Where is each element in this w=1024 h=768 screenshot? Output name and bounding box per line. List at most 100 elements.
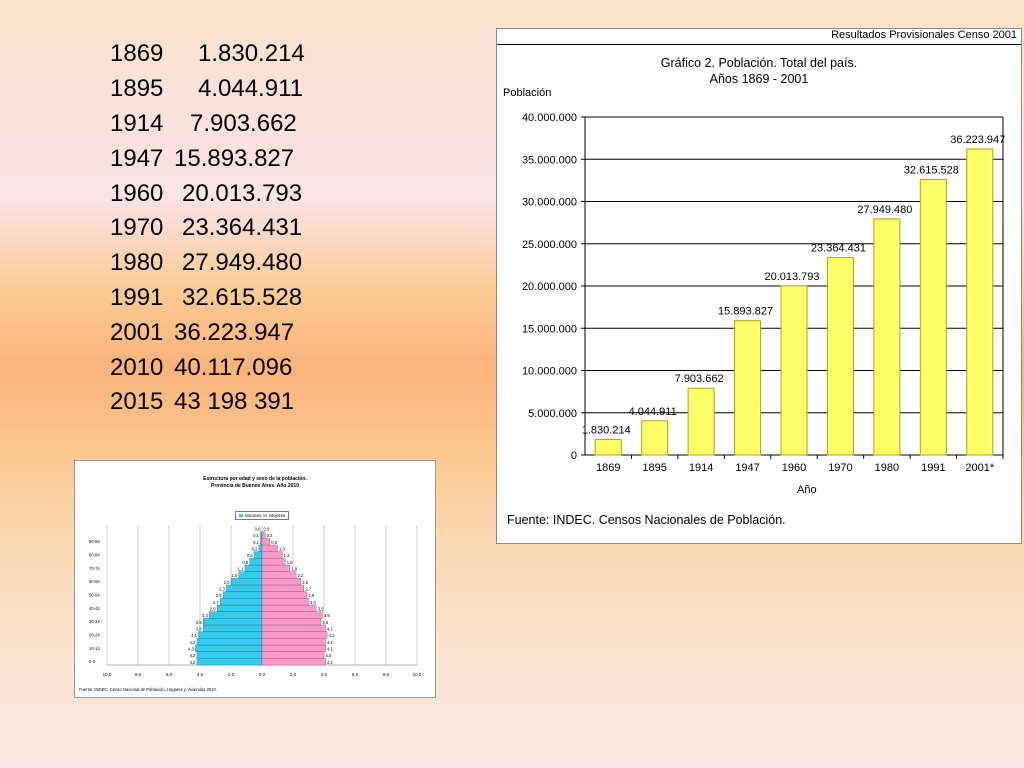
population-row: 1991 32.615.528 xyxy=(110,281,305,316)
bar xyxy=(780,285,808,456)
pyramid-value-varones: 3,8 xyxy=(196,626,202,631)
age-group-label: 70-74 xyxy=(89,566,100,571)
pyramid-value-varones: 4,2 xyxy=(190,653,196,658)
x-tick-label: 8,0 xyxy=(383,672,390,677)
age-group-label: 30-34 xyxy=(89,619,100,624)
pyramid-value-varones: 2,3 xyxy=(219,586,225,591)
population-value: 40.117.096 xyxy=(174,353,293,381)
population-table: 1869 1.830.214 1895 4.044.911 1914 7.903.662 1… xyxy=(110,37,305,420)
population-value: 4.044.911 xyxy=(198,75,303,103)
x-tick-label: 8,0 xyxy=(135,672,142,677)
population-year: 1869 xyxy=(110,40,164,68)
pyramid-value-mujeres: 2,2 xyxy=(298,573,304,578)
population-row: 1980 27.949.480 xyxy=(110,246,305,281)
pyramid-bar-varones xyxy=(220,598,263,606)
age-group-label: 90-94 xyxy=(89,539,100,544)
population-value: 27.949.480 xyxy=(182,249,303,277)
y-tick-label: 5.000.000 xyxy=(528,408,577,420)
pyramid-bar-mujeres xyxy=(261,544,278,552)
population-row: 1960 20.013.793 xyxy=(110,176,305,211)
population-value: 32.615.528 xyxy=(182,283,303,311)
pyramid-value-varones: 2,9 xyxy=(210,606,216,611)
bar-data-label: 1.830.214 xyxy=(582,425,631,437)
bar xyxy=(594,439,622,456)
x-tick-label: 1869 xyxy=(596,462,620,474)
pyramid-value-varones: 4,3 xyxy=(188,646,194,651)
population-year: 1947 xyxy=(110,144,164,172)
x-tick-label: 4,0 xyxy=(197,672,204,677)
age-group-label: 40-44 xyxy=(89,606,100,611)
pyramid-value-mujeres: 2,9 xyxy=(308,593,314,598)
population-year: 2015 xyxy=(110,388,164,416)
pyramid-bar-mujeres xyxy=(261,564,291,572)
pyramid-bar-varones xyxy=(202,624,263,632)
population-year: 1914 xyxy=(110,109,164,137)
pyramid-value-mujeres: 1,5 xyxy=(287,560,293,565)
pyramid-value-mujeres: 3,8 xyxy=(322,620,328,625)
pyramid-value-mujeres: 0,2 xyxy=(267,533,273,538)
pyramid-bar-mujeres xyxy=(261,551,283,559)
pyramid-value-mujeres: 4,1 xyxy=(327,646,333,651)
bar xyxy=(826,257,854,456)
pyramid-bar-mujeres xyxy=(261,604,317,612)
x-tick-label: 1970 xyxy=(828,462,852,474)
age-pyramid-chart: Estructura por edad y sexo de la poblaci… xyxy=(74,460,436,698)
y-tick-label: 15.000.000 xyxy=(522,323,577,335)
pyramid-value-varones: 4,2 xyxy=(190,660,196,665)
bar-data-label: 20.013.793 xyxy=(764,271,819,283)
pyramid-value-mujeres: 3,9 xyxy=(324,613,330,618)
population-value: 15.893.827 xyxy=(174,144,295,172)
pyramid-bar-varones xyxy=(238,571,263,579)
age-group-label: 10-14 xyxy=(89,646,100,651)
pyramid-value-varones: 3,8 xyxy=(196,620,202,625)
x-tick-label: 2,0 xyxy=(228,672,235,677)
pyramid-bar-varones xyxy=(198,631,263,639)
pyramid-value-varones: 2,5 xyxy=(216,593,222,598)
age-group-label: 80-84 xyxy=(89,553,100,558)
bar-data-label: 4.044.911 xyxy=(629,406,677,418)
population-bar-chart: Resultados Provisionales Censo 2001 Gráf… xyxy=(496,28,1022,544)
x-tick-label: 1895 xyxy=(642,462,666,474)
pyramid-value-varones: 0,8 xyxy=(242,560,248,565)
bar xyxy=(919,178,947,456)
pyramid-bar-mujeres xyxy=(261,558,286,566)
y-tick-label: 0 xyxy=(571,450,577,462)
pyramid-value-mujeres: 4,1 xyxy=(327,640,333,645)
bar-data-label: 15.893.827 xyxy=(718,306,773,318)
x-tick-label: 10,0 xyxy=(413,672,422,677)
population-value: 43 198 391 xyxy=(174,388,295,416)
y-tick-label: 40.000.000 xyxy=(522,112,577,124)
pyramid-value-varones: 0,0 xyxy=(255,526,261,531)
pyramid-bar-varones xyxy=(230,578,263,586)
pyramid-value-mujeres: 1,0 xyxy=(279,546,285,551)
pyramid-value-mujeres: 4,1 xyxy=(327,626,333,631)
pyramid-bar-mujeres xyxy=(261,624,326,632)
y-axis-label: Población xyxy=(503,87,552,99)
age-group-label: 0-4 xyxy=(89,659,96,664)
legend-swatch-varones xyxy=(238,514,243,517)
population-value: 36.223.947 xyxy=(174,318,295,346)
pyramid-value-varones: 0,1 xyxy=(253,540,259,545)
population-year: 1895 xyxy=(110,75,164,103)
pyramid-bar-mujeres xyxy=(261,598,309,606)
pyramid-bar-mujeres xyxy=(261,644,326,652)
pyramid-value-mujeres: 3,5 xyxy=(318,606,324,611)
pyramid-bar-varones xyxy=(258,544,263,552)
pyramid-bar-varones xyxy=(260,531,263,539)
chart-source: Fuente: INDEC. Censos Nacionales de Pobl… xyxy=(507,513,786,527)
pyramid-bar-mujeres xyxy=(261,638,326,646)
pyramid-bar-varones xyxy=(226,584,263,592)
x-tick-label: 2,0 xyxy=(290,672,297,677)
pyramid-value-varones: 4,2 xyxy=(190,640,196,645)
pyramid-bar-varones xyxy=(216,604,263,612)
pyramid-bar-varones xyxy=(196,638,263,646)
pyramid-bar-varones xyxy=(202,618,263,626)
population-row: 1869 1.830.214 xyxy=(110,37,305,72)
pyramid-value-varones: 3,4 xyxy=(202,613,208,618)
pyramid-value-mujeres: 1,8 xyxy=(291,566,297,571)
x-tick-label: 6,0 xyxy=(352,672,359,677)
pyramid-bar-mujeres xyxy=(261,578,301,586)
population-row: 1895 4.044.911 xyxy=(110,72,305,107)
y-tick-label: 25.000.000 xyxy=(522,239,577,251)
x-tick-label: 1947 xyxy=(735,462,759,474)
